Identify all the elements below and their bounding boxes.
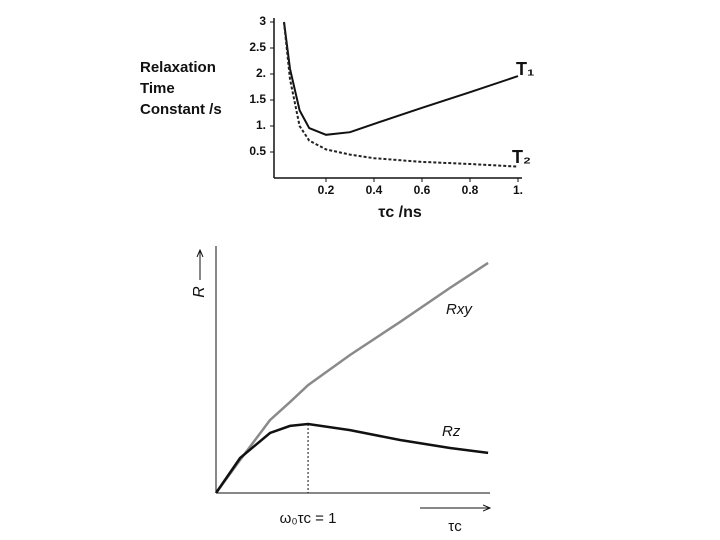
y-tick-label: 2. <box>256 66 266 80</box>
y-tick-label: 2.5 <box>249 40 266 54</box>
x-tick-label: 0.8 <box>462 183 479 197</box>
y-label: Relaxation <box>140 59 216 76</box>
y-tick-label: 0.5 <box>249 144 266 158</box>
x-tick-label: 1. <box>513 183 523 197</box>
y-label: Time <box>140 80 175 97</box>
series-label: T₂ <box>512 147 531 167</box>
series-line <box>283 21 519 136</box>
series-line <box>214 422 489 494</box>
x-label: τc <box>448 518 462 535</box>
y-tick-label: 1. <box>256 118 266 132</box>
y-label: Constant /s <box>140 101 222 118</box>
series-line <box>283 21 519 168</box>
series-label: Rxy <box>446 301 473 318</box>
x-label: τc /ns <box>378 204 422 221</box>
x-tick-label: 0.6 <box>414 183 431 197</box>
x-tick-label: 0.4 <box>366 183 383 197</box>
series-line <box>214 261 489 494</box>
x-tick-label: 0.2 <box>318 183 335 197</box>
annotation: ω₀τc = 1 <box>280 510 337 527</box>
y-label: R <box>191 286 208 298</box>
series-label: T₁ <box>516 59 534 79</box>
y-tick-label: 3 <box>259 14 266 28</box>
series-label: Rz <box>442 423 461 440</box>
y-tick-label: 1.5 <box>249 92 266 106</box>
